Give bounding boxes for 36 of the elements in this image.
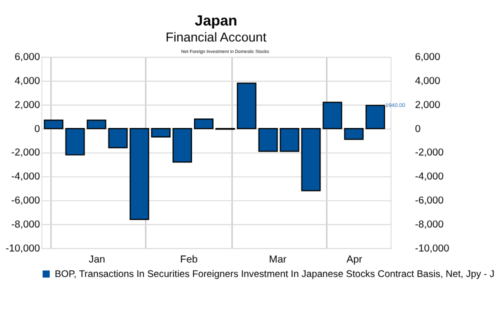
bar [130, 128, 150, 220]
y2-tick-label: -6,000 [414, 195, 444, 206]
bar [366, 104, 386, 130]
bar [236, 82, 256, 130]
y-tick-label: -2,000 [11, 148, 40, 159]
y-tick-label: -8,000 [11, 219, 40, 230]
y2-tick-label: -8,000 [414, 219, 444, 230]
y2-tick-label: 0 [414, 124, 421, 135]
x-tick-label: Apr [346, 254, 363, 266]
bar [65, 128, 85, 156]
y-tick-label: 6,000 [14, 52, 40, 64]
x-tick-label: Jan [88, 254, 106, 266]
y-tick-label: -4,000 [11, 172, 40, 183]
bar [44, 120, 64, 130]
x-tick-label: Feb [180, 254, 198, 266]
y-tick-label: -6,000 [11, 195, 40, 206]
chart-subtitle: Financial Account [166, 29, 267, 44]
bar [322, 102, 342, 130]
bar [194, 118, 214, 130]
legend-label: BOP, Transactions In Securities Foreigners Investment In Japanese Stocks Contract Basis, Net, Jpy - J [54, 268, 495, 280]
y-tick-label: 4,000 [14, 76, 40, 87]
y2-tick-label: -4,000 [414, 172, 444, 183]
bar [172, 128, 192, 163]
y-tick-label: 2,000 [14, 100, 40, 111]
bar [258, 128, 278, 152]
y2-tick-label: 4,000 [414, 76, 441, 87]
y-tick-label: 0 [34, 124, 40, 135]
y-tick-label: -10,000 [6, 243, 40, 254]
y2-tick-label: -2,000 [414, 148, 444, 159]
x-tick-label: Mar [269, 254, 288, 266]
bar [151, 128, 171, 138]
bar [344, 128, 364, 140]
y2-tick-label: 6,000 [414, 52, 441, 64]
chart-title: Japan [194, 14, 238, 30]
y2-tick-label: -10,000 [414, 243, 450, 254]
y2-tick-label: 2,000 [414, 100, 441, 111]
